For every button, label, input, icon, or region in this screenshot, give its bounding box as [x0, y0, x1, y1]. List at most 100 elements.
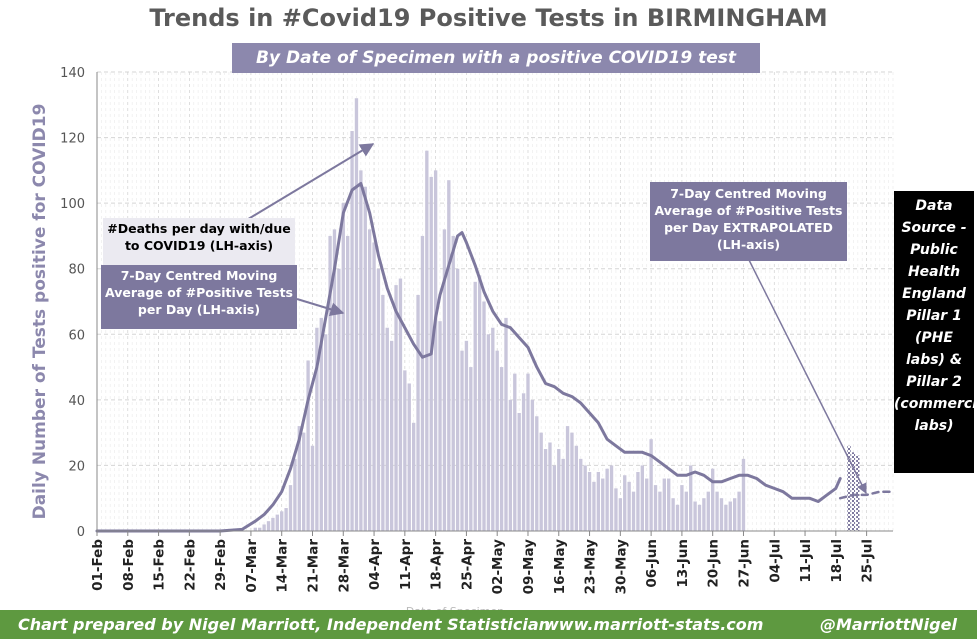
daily-bar — [275, 514, 279, 531]
daily-bar — [486, 334, 491, 531]
daily-bar — [363, 186, 367, 531]
daily-bar — [310, 445, 315, 531]
x-tick-label: 29-Feb — [213, 539, 229, 591]
x-tick-label: 20-Jun — [706, 539, 722, 588]
daily-bar — [671, 498, 675, 531]
daily-bar — [284, 508, 288, 531]
daily-bar — [376, 268, 381, 531]
annotation-arrows — [239, 143, 867, 494]
daily-bar — [359, 170, 363, 531]
footer-website-link[interactable]: www.marriott-stats.com — [544, 615, 764, 634]
daily-bar — [407, 383, 411, 531]
daily-bar — [464, 340, 469, 531]
daily-bar — [592, 481, 596, 531]
daily-bar — [262, 524, 266, 531]
daily-bar — [293, 458, 297, 531]
daily-bar — [319, 317, 323, 531]
daily-bar — [332, 229, 337, 531]
daily-bar — [662, 478, 666, 531]
daily-bar — [535, 416, 539, 531]
extrapolated-bar — [856, 455, 860, 531]
x-tick-label: 28-Mar — [336, 539, 352, 593]
daily-bar — [741, 458, 746, 531]
series-lines — [95, 182, 895, 533]
x-tick-label: 25-Apr — [459, 539, 475, 591]
daily-bar — [324, 334, 328, 531]
daily-bar — [306, 360, 310, 531]
daily-bar — [385, 327, 389, 531]
daily-bar — [504, 317, 508, 531]
daily-bar — [605, 468, 609, 531]
daily-bar — [627, 481, 631, 531]
daily-bar — [728, 501, 732, 531]
daily-bar — [667, 478, 671, 531]
footer-twitter-handle[interactable]: @MarriottNigel — [820, 615, 957, 634]
daily-bar — [689, 465, 693, 531]
daily-bar — [684, 491, 688, 531]
daily-bar — [315, 327, 319, 531]
daily-bar — [288, 485, 293, 531]
daily-bar — [517, 412, 521, 531]
x-tick-label: 13-Jun — [675, 539, 691, 588]
daily-bar — [521, 393, 526, 531]
daily-bar — [680, 485, 684, 531]
chart-title: Trends in #Covid19 Positive Tests in BIR… — [149, 4, 828, 32]
x-tick-label: 16-May — [552, 539, 568, 595]
daily-bar — [552, 465, 557, 531]
daily-bar — [495, 350, 499, 531]
x-tick-label: 02-May — [490, 539, 506, 595]
daily-bar — [477, 275, 482, 531]
daily-bar — [557, 449, 561, 531]
daily-bar — [640, 465, 644, 531]
daily-bar — [697, 504, 702, 531]
y-tick-label: 0 — [77, 525, 85, 540]
daily-bar — [565, 426, 570, 531]
daily-bar — [543, 449, 548, 531]
daily-bar — [579, 458, 583, 531]
x-tick-label: 14-Mar — [275, 539, 291, 593]
daily-bar — [442, 229, 447, 531]
footer-credit: Chart prepared by Nigel Marriott, Indepe… — [18, 615, 551, 634]
x-tick-label: 01-Feb — [90, 539, 106, 591]
daily-bar — [499, 367, 504, 531]
daily-bar — [658, 491, 662, 531]
x-tick-label: 15-Feb — [152, 539, 168, 591]
daily-bar — [530, 399, 535, 531]
daily-bar — [469, 367, 473, 531]
daily-bar — [420, 235, 425, 531]
daily-bar — [341, 203, 345, 531]
y-tick-label: 120 — [60, 132, 85, 147]
daily-bar — [583, 465, 587, 531]
daily-bar — [623, 475, 627, 531]
daily-bar — [526, 373, 530, 531]
daily-bar — [570, 432, 574, 531]
daily-bar — [618, 498, 623, 531]
daily-bar — [587, 471, 592, 531]
daily-bar — [460, 350, 464, 531]
deaths-callout: #Deaths per day with/due to COVID19 (LH-… — [103, 218, 295, 266]
x-tick-label: 27-Jun — [736, 539, 752, 588]
axes: 0 20 40 60 80 100 120 140 01-Feb 08-Feb 15-Feb 22-F… — [30, 66, 893, 618]
daily-bar — [411, 422, 416, 531]
deaths-arrow — [239, 143, 375, 225]
daily-bar — [711, 468, 715, 531]
daily-bar — [372, 242, 376, 531]
extrapolated-arrow — [747, 257, 867, 494]
x-tick-label: 21-Mar — [305, 539, 321, 593]
x-tick-label: 11-Apr — [398, 539, 414, 591]
daily-bar — [482, 301, 486, 531]
daily-bar — [394, 285, 398, 531]
daily-bar — [715, 491, 719, 531]
extrapolated-moving-average-line — [838, 490, 895, 500]
y-tick-label: 20 — [68, 459, 85, 474]
daily-bar — [675, 504, 680, 531]
daily-bar — [636, 471, 640, 531]
daily-bar — [548, 442, 552, 531]
extrapolated-bar — [851, 452, 856, 531]
daily-bar — [438, 321, 442, 531]
x-tick-label: 06-Jun — [644, 539, 660, 588]
x-tick-label: 04-Apr — [367, 539, 383, 591]
daily-bar — [253, 527, 257, 531]
daily-bar — [737, 491, 741, 531]
daily-bar — [354, 98, 359, 531]
